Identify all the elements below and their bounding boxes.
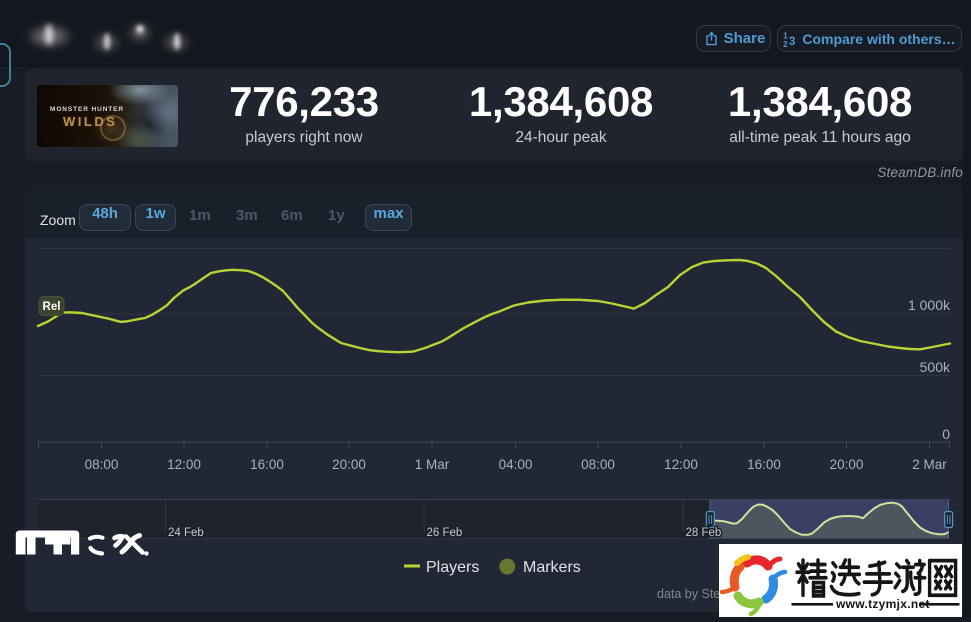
- svg-text:2: 2: [783, 39, 788, 47]
- svg-text:20:00: 20:00: [830, 457, 864, 472]
- svg-text:16:00: 16:00: [747, 457, 781, 472]
- svg-text:28 Feb: 28 Feb: [686, 527, 722, 539]
- svg-text:1 000k: 1 000k: [908, 297, 951, 313]
- svg-text:Rel: Rel: [43, 301, 61, 313]
- svg-text:Players: Players: [426, 559, 479, 576]
- svg-text:24 Feb: 24 Feb: [168, 527, 204, 539]
- svg-text:0: 0: [942, 426, 950, 442]
- svg-text:12:00: 12:00: [167, 457, 201, 472]
- svg-text:1 Mar: 1 Mar: [415, 457, 450, 472]
- svg-text:2 Mar: 2 Mar: [912, 457, 947, 472]
- svg-text:Markers: Markers: [523, 559, 581, 576]
- svg-text:16:00: 16:00: [250, 457, 284, 472]
- svg-text:www.tzymjx.net: www.tzymjx.net: [835, 597, 930, 611]
- svg-text:500k: 500k: [920, 359, 951, 375]
- svg-text:12:00: 12:00: [664, 457, 698, 472]
- svg-text:26 Feb: 26 Feb: [427, 527, 463, 539]
- svg-text:3: 3: [789, 36, 795, 47]
- svg-text:1: 1: [783, 31, 788, 41]
- svg-text:20:00: 20:00: [332, 457, 366, 472]
- svg-text:08:00: 08:00: [581, 457, 615, 472]
- svg-text:08:00: 08:00: [85, 457, 119, 472]
- svg-text:04:00: 04:00: [499, 457, 533, 472]
